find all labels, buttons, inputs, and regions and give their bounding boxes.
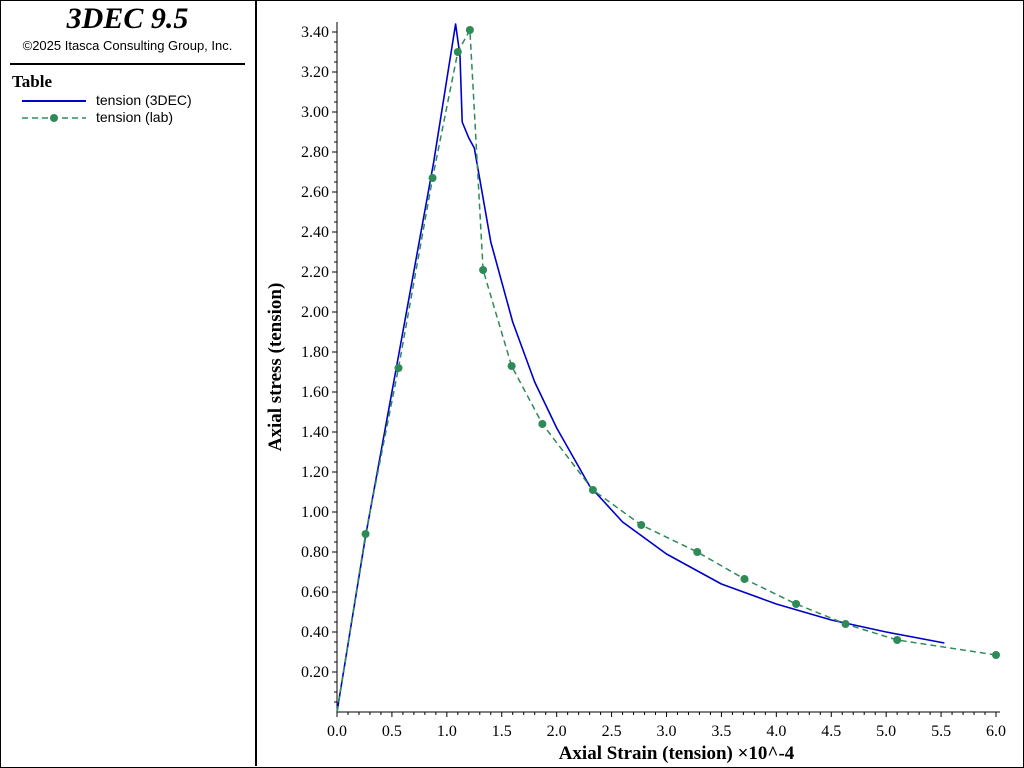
y-tick-label: 2.00: [301, 304, 329, 321]
y-tick-label: 0.20: [301, 664, 329, 681]
legend-label: tension (3DEC): [96, 92, 192, 108]
y-tick-label: 1.60: [301, 384, 329, 401]
legend-item-lab: tension (lab): [22, 109, 252, 126]
y-tick-label: 0.60: [301, 584, 329, 601]
x-tick-label: 1.5: [492, 723, 512, 740]
legend-label: tension (lab): [96, 109, 174, 125]
series-line-3dec: [336, 23, 945, 713]
data-point-lab: [992, 651, 1000, 659]
y-tick-label: 3.00: [301, 104, 329, 121]
y-axis-label: Axial stress (tension): [265, 283, 286, 452]
data-point-lab: [507, 362, 516, 370]
axes: 0.0 0.5 1.0 1.5 2.0 2.5 3.0 3.5 4.0 4.5 5.0 5.5 6.0 0…: [301, 22, 1006, 740]
x-tick-label: 4.5: [821, 723, 841, 740]
plot-area: 0.0 0.5 1.0 1.5 2.0 2.5 3.0 3.5 4.0 4.5 5.0 5.5 6.0 0…: [257, 0, 1023, 766]
legend-title: Table: [12, 72, 53, 91]
x-axis-label: Axial Strain (tension) ×10^-4: [559, 743, 795, 764]
x-tick-label: 4.0: [766, 723, 786, 740]
x-tick-label: 6.0: [986, 723, 1006, 740]
data-point-lab: [394, 364, 403, 372]
y-tick-label: 2.20: [301, 264, 329, 281]
data-point-lab: [453, 48, 462, 56]
series-line-lab: [336, 29, 997, 713]
data-point-lab: [693, 548, 702, 556]
data-point-lab: [893, 636, 902, 644]
y-tick-label: 1.20: [301, 464, 329, 481]
legend-swatch-dashed-line: [22, 114, 86, 122]
series-layer: [336, 23, 1000, 713]
legend-swatch-solid-line: [22, 100, 86, 102]
y-tick-label: 2.60: [301, 184, 329, 201]
data-point-lab: [538, 420, 547, 428]
x-tick-label: 3.5: [711, 723, 731, 740]
data-point-lab: [792, 600, 801, 608]
x-tick-label: 2.5: [602, 723, 622, 740]
title-divider: [10, 63, 245, 65]
x-tick-label: 5.5: [931, 723, 951, 740]
y-tick-label: 0.80: [301, 544, 329, 561]
data-point-lab: [637, 521, 646, 529]
x-tick-label: 1.0: [437, 723, 457, 740]
x-tick-label: 2.0: [547, 723, 567, 740]
legend-item-3dec: tension (3DEC): [22, 92, 252, 109]
copyright-notice: ©2025 Itasca Consulting Group, Inc.: [22, 38, 233, 53]
y-tick-label: 2.40: [301, 224, 329, 241]
data-point-lab: [588, 486, 597, 494]
y-tick-label: 2.80: [301, 144, 329, 161]
data-point-lab: [479, 266, 488, 274]
data-point-lab: [841, 620, 850, 628]
x-tick-label: 5.0: [876, 723, 896, 740]
data-point-lab: [361, 530, 370, 538]
data-point-lab: [428, 174, 437, 182]
y-tick-label: 1.00: [301, 504, 329, 521]
y-tick-label: 1.40: [301, 424, 329, 441]
data-point-lab: [740, 575, 749, 583]
x-tick-label: 3.0: [657, 723, 677, 740]
chart: 0.0 0.5 1.0 1.5 2.0 2.5 3.0 3.5 4.0 4.5 5.0 5.5 6.0 0…: [265, 22, 1006, 764]
y-tick-label: 1.80: [301, 344, 329, 361]
legend-panel: 3DEC 9.5 ©2025 Itasca Consulting Group, …: [0, 0, 257, 766]
y-tick-label: 3.40: [301, 24, 329, 41]
y-tick-label: 0.40: [301, 624, 329, 641]
data-point-lab: [465, 26, 474, 34]
app-title: 3DEC 9.5: [66, 2, 189, 35]
x-tick-label: 0.5: [382, 723, 402, 740]
x-tick-label: 0.0: [327, 723, 347, 740]
y-tick-label: 3.20: [301, 64, 329, 81]
